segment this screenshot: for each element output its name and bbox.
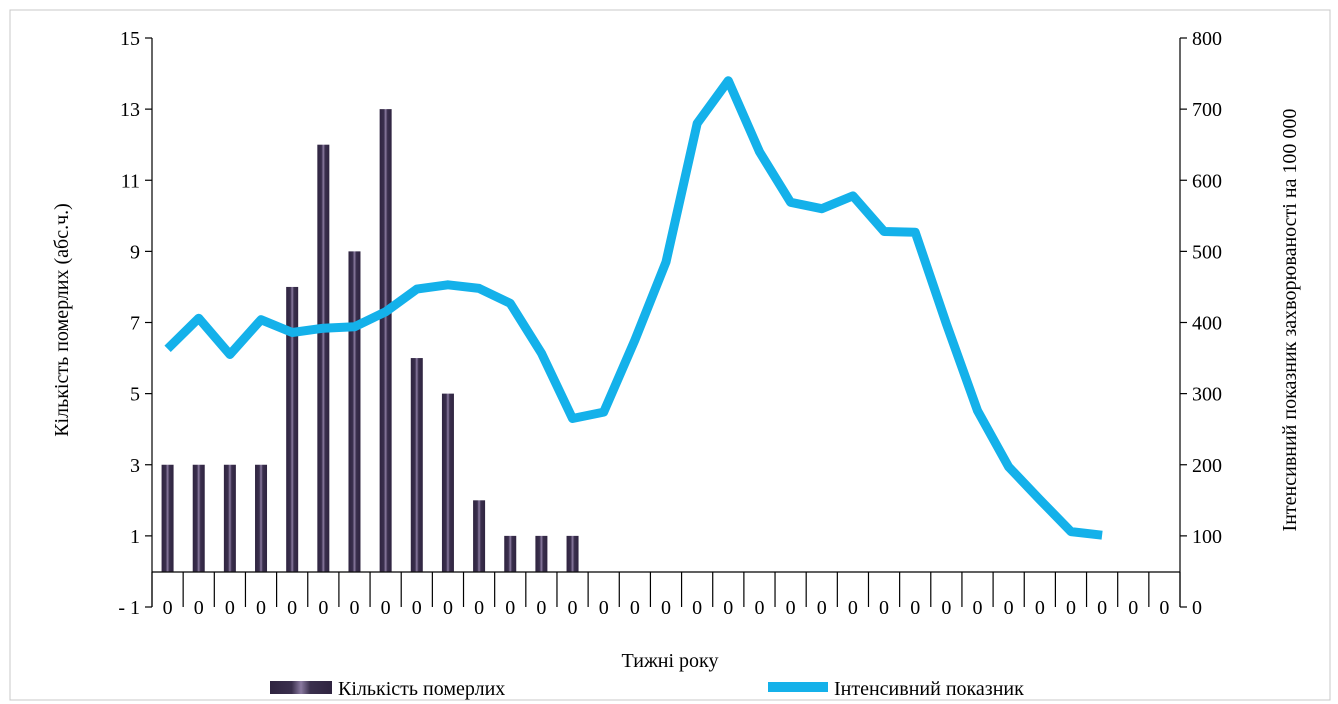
bar-11 [504, 535, 517, 572]
x-tick-label: 0 [661, 597, 671, 619]
bar-0 [161, 464, 174, 572]
bar-9 [441, 393, 454, 572]
x-tick-label: 0 [1128, 597, 1138, 619]
bar-1 [192, 464, 205, 572]
legend-label-line: Інтенсивний показник [834, 678, 1024, 700]
x-tick-label: 0 [381, 597, 391, 619]
bar-4 [286, 286, 299, 572]
x-tick-label: 0 [941, 597, 951, 619]
y-left-tick-label: 11 [121, 170, 140, 192]
x-axis-title: Тижні року [622, 650, 719, 672]
y-left-axis-title: Кількість померлих (абс.ч.) [51, 203, 73, 437]
bar-13 [566, 535, 579, 572]
bars-layer [161, 109, 579, 572]
bar-6 [348, 251, 361, 572]
legend: Кількість померлих Інтенсивний показник [270, 678, 1024, 700]
legend-swatch-line [768, 682, 828, 692]
y-right-tick-label: 200 [1192, 455, 1222, 477]
x-tick-label: 0 [692, 597, 702, 619]
x-tick-label: 0 [630, 597, 640, 619]
x-tick-label: 0 [568, 597, 578, 619]
x-tick-label: 0 [412, 597, 422, 619]
x-tick-label: 0 [723, 597, 733, 619]
x-tick-label: 0 [163, 597, 173, 619]
y-right-tick-label: 800 [1192, 28, 1222, 50]
bar-2 [223, 464, 236, 572]
bar-12 [535, 535, 548, 572]
x-tick-label: 0 [848, 597, 858, 619]
x-tick-label: 0 [443, 597, 453, 619]
x-tick-label: 0 [1004, 597, 1014, 619]
legend-label-bar: Кількість померлих [338, 678, 505, 700]
bar-3 [255, 464, 268, 572]
legend-swatch-bar [270, 681, 332, 694]
x-tick-label: 0 [786, 597, 796, 619]
y-left-tick-label: 1 [130, 526, 140, 548]
x-tick-label: 0 [536, 597, 546, 619]
y-right-axis-title: Інтенсивний показник захворюваності на 1… [1279, 109, 1301, 532]
x-tick-label: 0 [879, 597, 889, 619]
bar-5 [317, 144, 330, 572]
y-left-tick-label: 3 [130, 455, 140, 477]
series-line-intensive [164, 76, 1103, 540]
x-tick-label: 0 [256, 597, 266, 619]
bar-8 [410, 358, 423, 572]
x-tick-label: 0 [599, 597, 609, 619]
y-right-tick-label: 700 [1192, 99, 1222, 121]
y-left-tick-label: - 1 [118, 597, 140, 619]
y-right-tick-label: 400 [1192, 313, 1222, 335]
bar-10 [473, 500, 486, 572]
y-right-tick-label: 0 [1192, 597, 1202, 619]
x-tick-label: 0 [1035, 597, 1045, 619]
x-tick-label: 0 [1097, 597, 1107, 619]
x-tick-label: 0 [474, 597, 484, 619]
y-right-tick-label: 600 [1192, 170, 1222, 192]
bar-7 [379, 109, 392, 572]
x-tick-label: 0 [349, 597, 359, 619]
x-tick-label: 0 [225, 597, 235, 619]
x-tick-label: 0 [194, 597, 204, 619]
x-tick-label: 0 [1159, 597, 1169, 619]
x-tick-label: 0 [910, 597, 920, 619]
y-right-tick-label: 500 [1192, 241, 1222, 263]
chart-frame [9, 9, 1331, 701]
x-tick-label: 0 [973, 597, 983, 619]
y-left-tick-label: 13 [120, 99, 140, 121]
x-tick-label: 0 [287, 597, 297, 619]
x-tick-label: 0 [318, 597, 328, 619]
y-left-tick-label: 7 [130, 313, 140, 335]
y-left-tick-label: 5 [130, 384, 140, 406]
y-left-tick-label: 9 [130, 241, 140, 263]
y-right-tick-label: 300 [1192, 384, 1222, 406]
line-layer [164, 76, 1103, 540]
x-tick-label: 0 [505, 597, 515, 619]
y-right-tick-label: 100 [1192, 526, 1222, 548]
y-left-tick-label: 15 [120, 28, 140, 50]
x-tick-label: 0 [754, 597, 764, 619]
x-tick-label: 0 [1066, 597, 1076, 619]
x-tick-label: 0 [817, 597, 827, 619]
